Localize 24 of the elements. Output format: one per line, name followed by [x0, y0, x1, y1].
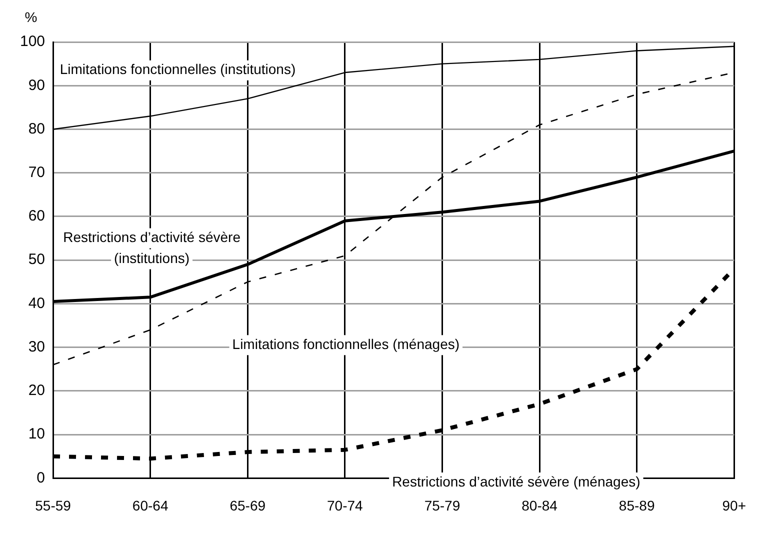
y-tick-label: 90 [28, 76, 46, 94]
x-tick-label: 80-84 [522, 497, 558, 514]
y-tick-label: 30 [28, 338, 46, 356]
y-tick-label: 10 [28, 426, 46, 443]
y-tick-label: 70 [28, 164, 46, 181]
x-tick-label: 75-79 [424, 497, 460, 514]
y-tick-label: 60 [28, 208, 46, 225]
y-tick-label: 80 [28, 120, 46, 138]
text: Restrictions d’activité sévère (ménages) [392, 473, 640, 490]
x-tick-label: 60-64 [132, 497, 168, 514]
y-tick-label: 50 [28, 251, 46, 268]
x-tick-label: 55-59 [35, 497, 72, 514]
x-tick-label: 90+ [722, 497, 746, 514]
y-axis-title: % [24, 8, 38, 25]
x-tick-label: 70-74 [327, 497, 364, 514]
y-tick-label: 40 [28, 294, 46, 312]
series-label: Restrictions d’activité sévère (institutions) [63, 229, 241, 266]
y-tick-label: 0 [36, 469, 46, 486]
text: Limitations fonctionnelles (ménages) [232, 336, 460, 352]
y-tick-label: 20 [28, 382, 46, 400]
series-label: Limitations fonctionnelles (institutions) [60, 61, 296, 78]
x-tick-label: 85-89 [618, 497, 655, 514]
x-tick-label: 65-69 [230, 497, 266, 514]
y-tick-label: 100 [20, 33, 46, 50]
